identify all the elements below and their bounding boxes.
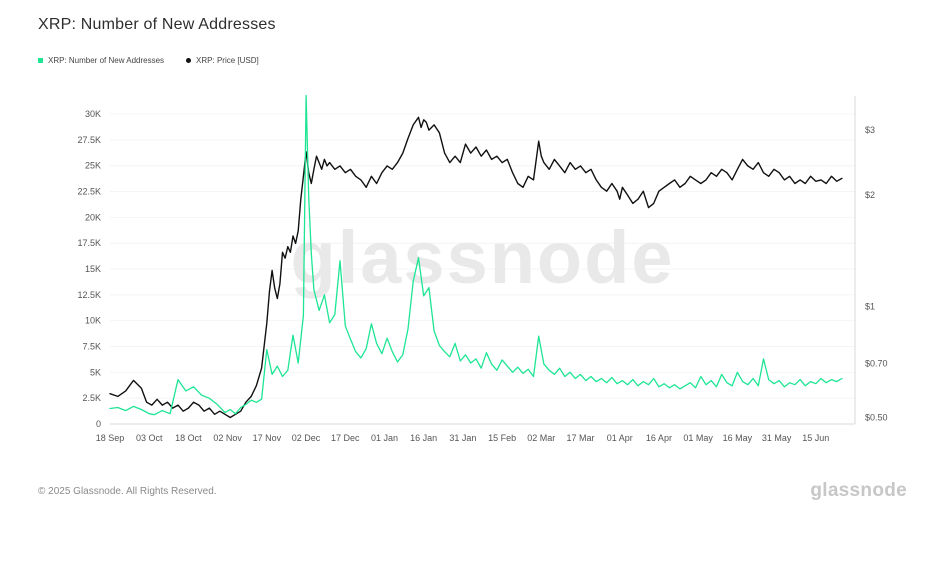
glassnode-logo: glassnode bbox=[810, 480, 907, 501]
series-line-new-addresses[interactable] bbox=[109, 94, 843, 416]
x-axis-tick-label: 18 Oct bbox=[175, 433, 202, 443]
left-axis-tick-label: 17.5K bbox=[77, 238, 101, 248]
x-axis-tick-label: 01 Jan bbox=[371, 433, 398, 443]
x-axis-tick-label: 02 Nov bbox=[213, 433, 242, 443]
legend-item-new-addresses[interactable]: XRP: Number of New Addresses bbox=[38, 56, 164, 65]
left-axis-tick-label: 20K bbox=[85, 212, 101, 222]
right-axis-tick-label: $0.50 bbox=[865, 412, 888, 422]
x-axis-tick-label: 17 Mar bbox=[567, 433, 595, 443]
x-axis-tick-label: 15 Feb bbox=[488, 433, 516, 443]
page-title: XRP: Number of New Addresses bbox=[38, 16, 276, 33]
x-axis-tick-label: 02 Dec bbox=[292, 433, 321, 443]
glassnode-watermark: glassnode bbox=[291, 216, 675, 299]
left-axis-tick-label: 25K bbox=[85, 161, 101, 171]
legend-label-price: XRP: Price [USD] bbox=[196, 56, 259, 65]
left-axis-tick-label: 22.5K bbox=[77, 187, 101, 197]
chart-canvas[interactable]: 30K 27.5K 25K 22.5K 20K 17.5K 15K 12.5K 10K 7.5K 5… bbox=[0, 88, 941, 460]
x-axis-tick-label: 18 Sep bbox=[96, 433, 125, 443]
x-axis-tick-label: 16 Apr bbox=[646, 433, 672, 443]
right-axis-tick-label: $3 bbox=[865, 125, 875, 135]
left-axis-tick-label: 27.5K bbox=[77, 135, 101, 145]
right-axis-tick-label: $0.70 bbox=[865, 358, 888, 368]
left-axis-tick-label: 2.5K bbox=[82, 393, 101, 403]
left-axis-tick-label: 5K bbox=[90, 367, 101, 377]
left-axis-tick-label: 30K bbox=[85, 109, 101, 119]
legend-label-new-addresses: XRP: Number of New Addresses bbox=[48, 56, 165, 65]
left-axis-tick-label: 7.5K bbox=[82, 342, 101, 352]
x-axis-tick-label: 02 Mar bbox=[527, 433, 555, 443]
footer-copyright: © 2025 Glassnode. All Rights Reserved. bbox=[38, 486, 217, 497]
chart-legend: XRP: Number of New Addresses XRP: Price … bbox=[38, 56, 259, 65]
x-axis-tick-label: 31 Jan bbox=[449, 433, 476, 443]
x-axis-tick-label: 16 May bbox=[723, 433, 753, 443]
left-axis-tick-label: 15K bbox=[85, 264, 101, 274]
x-axis-tick-label: 15 Jun bbox=[802, 433, 829, 443]
x-axis-tick-label: 17 Dec bbox=[331, 433, 360, 443]
legend-item-price[interactable]: XRP: Price [USD] bbox=[186, 56, 259, 65]
x-axis-tick-label: 31 May bbox=[762, 433, 792, 443]
x-axis-tick-label: 03 Oct bbox=[136, 433, 163, 443]
x-axis-tick-label: 01 May bbox=[683, 433, 713, 443]
x-axis-tick-label: 01 Apr bbox=[607, 433, 633, 443]
left-axis-tick-label: 0 bbox=[96, 419, 101, 429]
right-axis-tick-label: $2 bbox=[865, 190, 875, 200]
new-addresses-marker-icon bbox=[38, 58, 43, 63]
left-axis-tick-label: 12.5K bbox=[77, 290, 101, 300]
price-marker-icon bbox=[186, 58, 192, 63]
right-axis-tick-label: $1 bbox=[865, 301, 875, 311]
left-axis-tick-label: 10K bbox=[85, 316, 101, 326]
chart-area[interactable]: 30K 27.5K 25K 22.5K 20K 17.5K 15K 12.5K 10K 7.5K 5… bbox=[0, 88, 941, 460]
series-line-price[interactable] bbox=[109, 116, 843, 419]
x-axis-tick-label: 17 Nov bbox=[253, 433, 282, 443]
x-axis-tick-label: 16 Jan bbox=[410, 433, 437, 443]
